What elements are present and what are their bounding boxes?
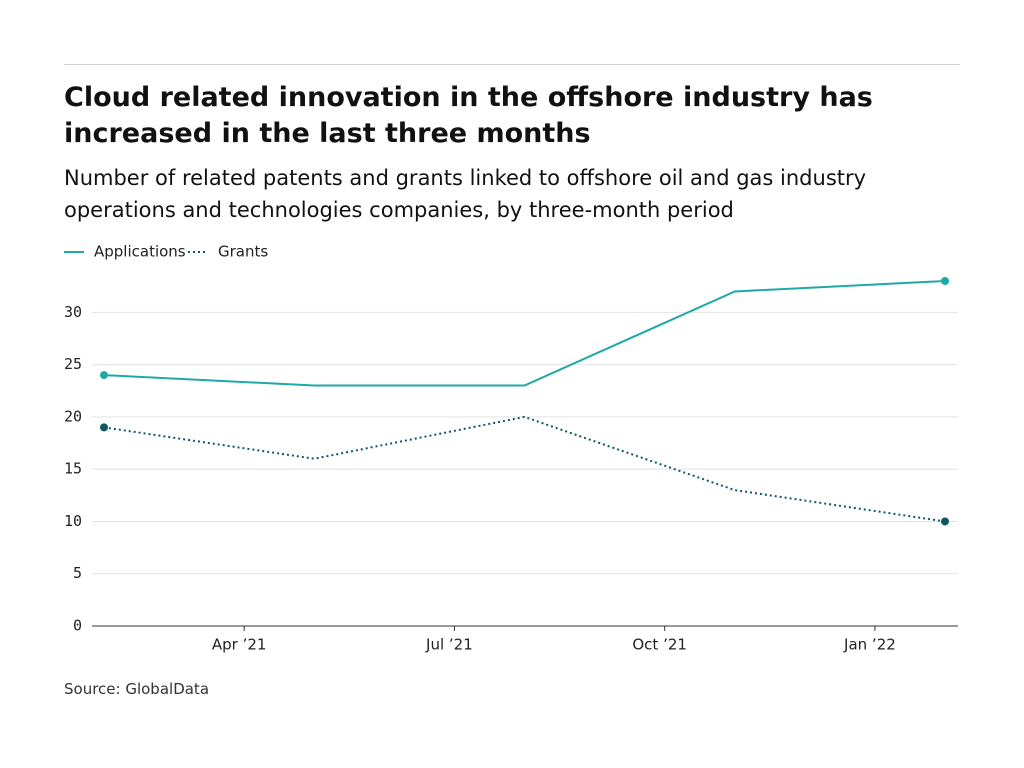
y-tick-label: 15: [64, 460, 82, 478]
end-marker: [941, 517, 949, 526]
y-tick-label: 0: [73, 617, 82, 635]
legend-label: Grants: [218, 243, 268, 261]
y-tick-label: 20: [64, 407, 82, 425]
chart-title: Cloud related innovation in the offshore…: [64, 82, 873, 149]
chart: 0 5 10 15 20 25 30 Apr ’21 Jul ’21 Oct ’21 Jan ’22…: [64, 243, 958, 654]
chart-subtitle: Number of related patents and grants lin…: [64, 166, 867, 222]
end-marker: [100, 371, 108, 380]
y-tick-label: 30: [64, 303, 82, 321]
series-line: [103, 415, 946, 523]
top-rule: [64, 64, 960, 65]
x-tick-label: Jul ’21: [425, 636, 473, 654]
series-line: [103, 280, 946, 387]
y-tick-label: 5: [73, 564, 82, 582]
end-marker: [100, 423, 108, 432]
end-marker: [941, 277, 949, 285]
source-note: Source: GlobalData: [64, 680, 210, 698]
x-tick-label: Apr ’21: [212, 636, 267, 654]
x-tick-label: Jan ’22: [843, 636, 896, 654]
y-tick-label: 10: [64, 512, 82, 530]
legend-label: Applications: [94, 243, 186, 261]
y-tick-label: 25: [64, 355, 82, 373]
x-tick-label: Oct ’21: [632, 636, 687, 654]
